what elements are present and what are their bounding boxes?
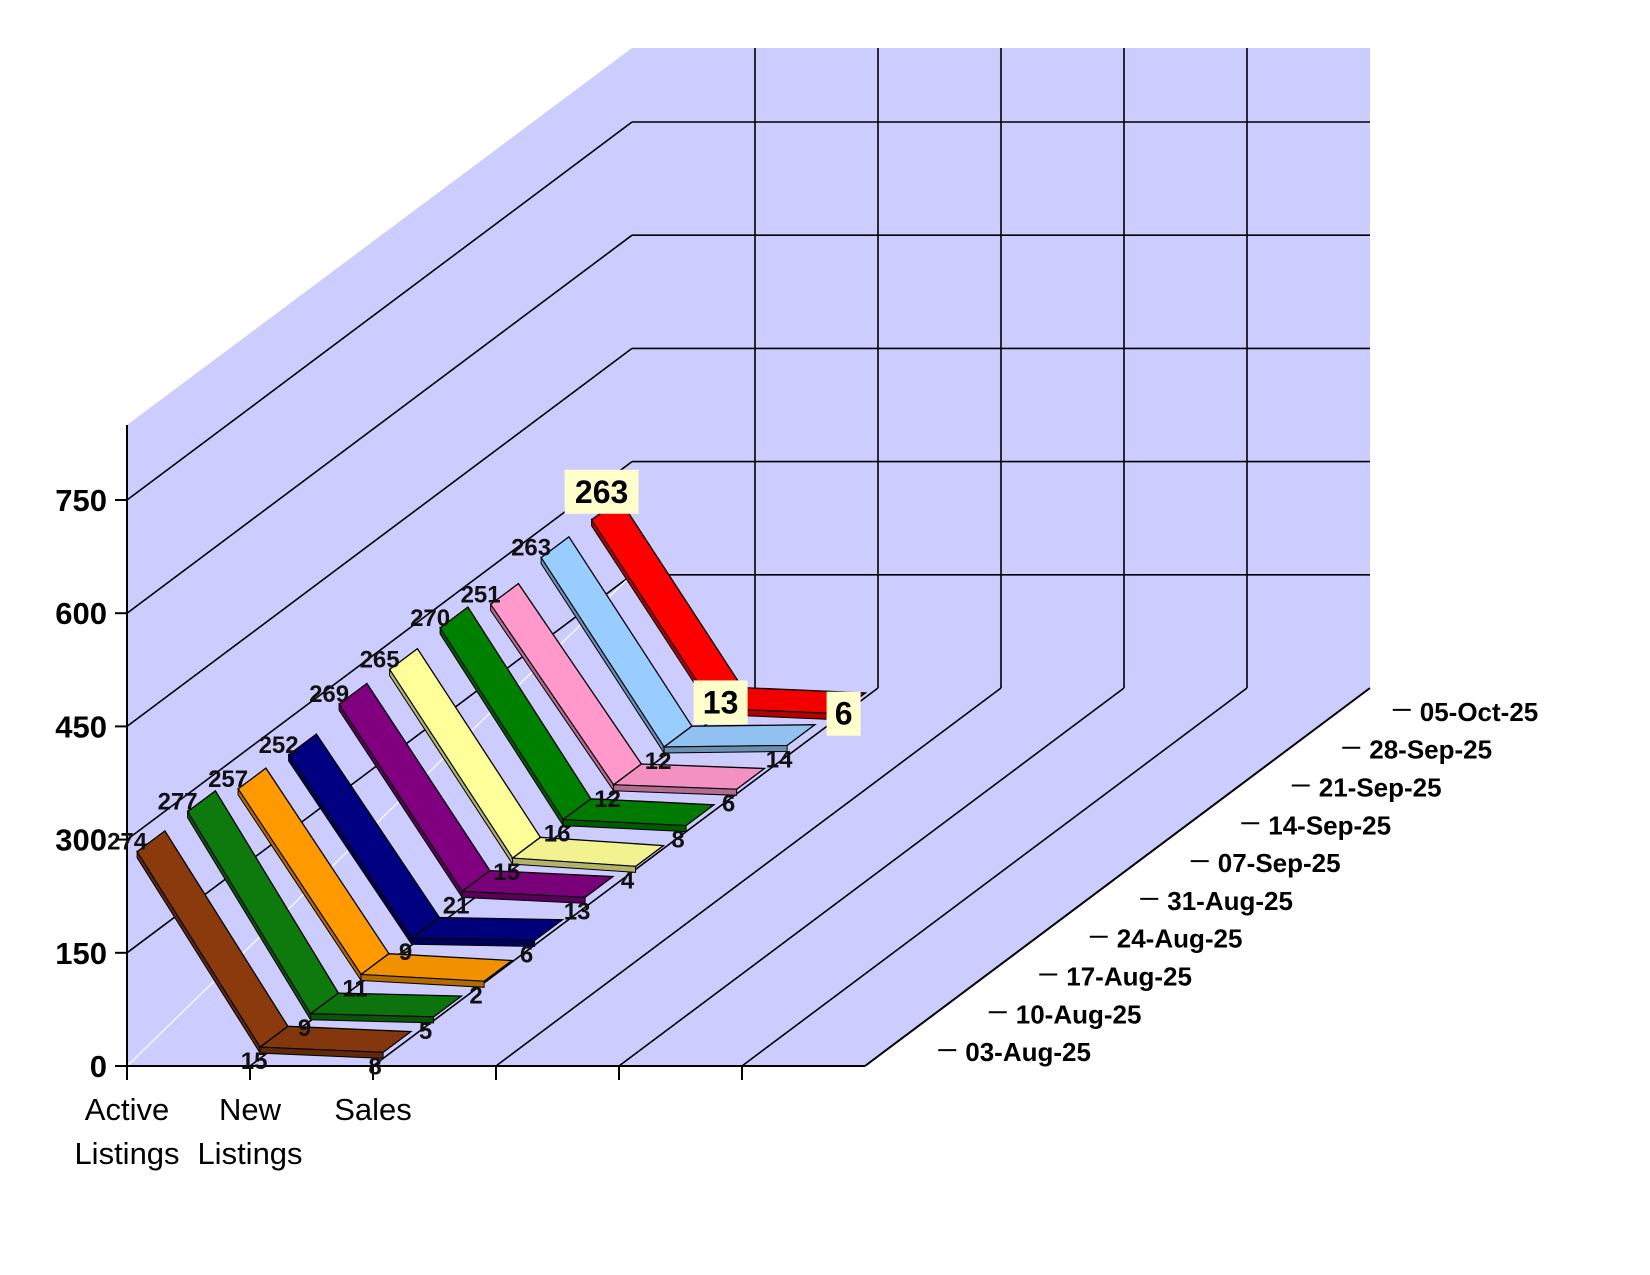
series-ribbon-4 [338, 682, 615, 904]
data-label: 12 [594, 786, 621, 813]
data-label: 263 [511, 535, 551, 562]
side-gridline [126, 460, 633, 841]
series-segment-edge [461, 890, 586, 904]
data-label: 13 [564, 898, 591, 925]
data-label: 2 [469, 982, 482, 1009]
series-segment-edge [360, 973, 485, 988]
series-segment-edge [310, 1013, 435, 1024]
data-label: 9 [399, 939, 412, 966]
series-ribbon-5 [388, 647, 666, 873]
data-label: 265 [360, 646, 400, 673]
data-label: 251 [461, 581, 501, 608]
floor-gridline [372, 687, 879, 1067]
data-label: 15 [493, 859, 520, 886]
data-label: 263 [575, 474, 628, 510]
data-label: 12 [645, 748, 672, 775]
depth-label: 31-Aug-25 [1167, 886, 1293, 916]
side-gridline [126, 347, 633, 728]
y-tick-label: 600 [55, 596, 107, 631]
series-ribbon-1 [186, 789, 464, 1024]
depth-label: 10-Aug-25 [1016, 999, 1142, 1029]
data-label: 5 [419, 1018, 432, 1045]
chart-axes: 0 150 300 450 600 750 Active Listings New Listing… [55, 425, 1538, 1171]
side-gridline [126, 234, 633, 614]
data-label: 6 [520, 942, 533, 969]
y-tick-label: 0 [90, 1049, 107, 1084]
data-label: 21 [443, 892, 470, 919]
data-label: 13 [703, 684, 739, 720]
chart-labels: 274 15 8 277 9 5 257 11 2 252 9 6 269 21 13 265 15 4 270 16… [107, 469, 861, 1080]
x-category-label-line: Sales [334, 1092, 412, 1127]
data-label: 269 [309, 681, 349, 708]
data-label: 257 [208, 766, 248, 793]
data-label: 252 [259, 732, 299, 759]
depth-label: 21-Sep-25 [1319, 773, 1442, 803]
floor-gridline [618, 687, 1125, 1067]
data-label: 15 [241, 1048, 268, 1075]
x-category-label: Active Listings [74, 1092, 179, 1171]
depth-label: 14-Sep-25 [1268, 810, 1391, 840]
series-ribbon-3 [287, 733, 565, 948]
series-ribbon-0 [136, 829, 413, 1059]
series-ribbon-2 [237, 767, 514, 988]
x-category-label-line: Active [85, 1092, 169, 1127]
depth-label: 17-Aug-25 [1066, 962, 1192, 992]
floor-gridline [741, 687, 1248, 1067]
y-tick-label: 300 [55, 823, 107, 858]
series-segment-edge [562, 819, 687, 833]
data-label-box [826, 691, 861, 736]
data-label: 9 [298, 1015, 311, 1042]
series-segment-edge [411, 937, 536, 948]
data-label: 4 [621, 867, 635, 894]
side-gridline [126, 121, 633, 501]
series-segment [409, 916, 565, 942]
series-ribbon-6 [439, 606, 716, 833]
series-ribbon-7 [489, 582, 767, 796]
data-label: 274 [107, 829, 148, 856]
x-category-label-line: Listings [197, 1136, 302, 1171]
data-label: 8 [671, 827, 684, 854]
data-label: 6 [835, 696, 853, 732]
series-segment-edge [663, 744, 788, 754]
data-label: 11 [342, 976, 367, 1003]
depth-label: 05-Oct-25 [1420, 697, 1539, 727]
x-category-label: Sales [334, 1092, 412, 1127]
depth-label: 07-Sep-25 [1218, 848, 1341, 878]
floor-gridline [495, 687, 1002, 1067]
x-category-label: New Listings [197, 1092, 302, 1171]
depth-label: 28-Sep-25 [1369, 735, 1492, 765]
y-tick-label: 150 [55, 936, 107, 971]
data-label: 277 [158, 789, 198, 816]
y-tick-label: 450 [55, 709, 107, 744]
chart-series [136, 498, 868, 1059]
depth-label: 24-Aug-25 [1117, 924, 1243, 954]
data-label: 8 [368, 1053, 381, 1080]
series-segment-edge [259, 1046, 384, 1059]
x-category-label-line: New [219, 1092, 282, 1127]
data-label-box [564, 469, 639, 514]
data-label-box [693, 680, 748, 725]
series-ribbon-8 [540, 535, 817, 755]
depth-label: 03-Aug-25 [965, 1037, 1091, 1067]
x-category-label-line: Listings [74, 1136, 179, 1171]
series-segment-edge [613, 784, 738, 796]
data-label: 14 [766, 746, 793, 773]
series-segment [308, 992, 464, 1018]
data-label: 6 [722, 790, 735, 817]
data-label: 270 [410, 605, 450, 632]
depth-axis [864, 687, 1371, 1067]
data-label: 16 [544, 821, 571, 848]
y-tick-label: 750 [55, 483, 107, 518]
series-segment-edge [512, 857, 637, 873]
